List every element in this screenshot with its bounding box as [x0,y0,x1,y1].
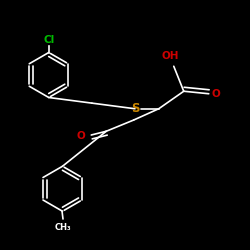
Text: S: S [131,102,139,115]
Text: O: O [76,131,85,141]
Text: CH₃: CH₃ [54,222,71,232]
Text: O: O [211,89,220,99]
Text: OH: OH [161,51,179,61]
Text: Cl: Cl [43,35,54,45]
